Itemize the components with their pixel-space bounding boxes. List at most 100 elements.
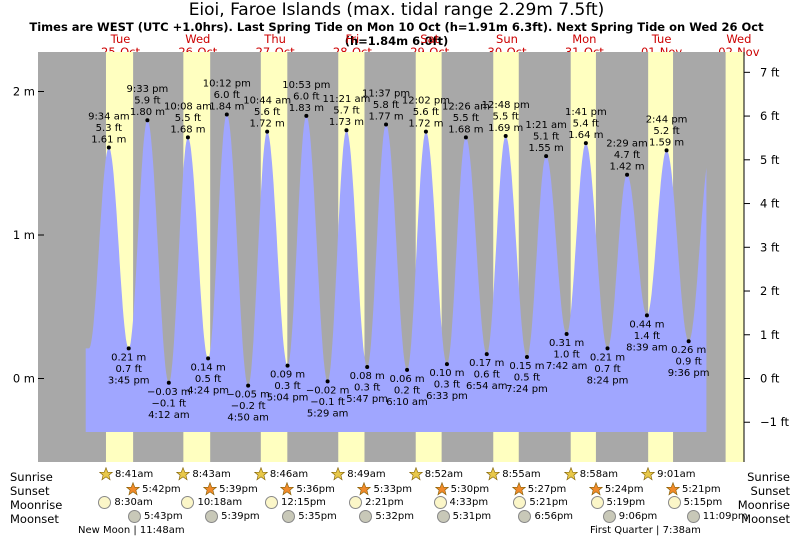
low-tide-label: 0.09 m (270, 370, 305, 381)
axes: 0 m 1 m 2 m −1 ft 0 ft 1 ft 2 ft 3 ft 4 ft 5 ft 6 … (13, 52, 789, 462)
low-tide-label: 0.06 m (389, 374, 424, 385)
moonset-time: 6:56pm (534, 511, 574, 522)
high-tide-label: 1.61 m (91, 134, 126, 145)
high-tide-label: 1.68 m (448, 124, 483, 135)
low-tide-label: 0.17 m (469, 358, 504, 369)
moonset-icon (128, 510, 142, 523)
low-tide-label: 0.21 m (111, 352, 146, 363)
day-of-week: Wed (185, 32, 211, 46)
low-tide-label: 5:04 pm (267, 393, 309, 404)
low-tide-label: 0.2 ft (394, 385, 420, 396)
right-tick-label: 7 ft (760, 65, 780, 79)
sunrise-time: 8:58am (579, 468, 619, 480)
high-tide-point (106, 145, 111, 150)
high-tide-point (583, 141, 588, 146)
low-tide-point (325, 379, 330, 384)
low-tide-label: 0.15 m (509, 361, 544, 372)
low-tide-label: 6:54 am (466, 381, 508, 392)
right-tick-label: 2 ft (760, 284, 780, 298)
low-tide-label: −0.02 m (306, 385, 350, 396)
high-tide-label: 5.2 ft (653, 126, 679, 137)
sunset-icon (280, 481, 295, 496)
tide-markers: 9:34 am5.3 ft1.61 m0.21 m0.7 ft3:45 pm9:… (88, 78, 709, 423)
high-tide-label: 4.7 ft (614, 150, 640, 161)
moon-phase-label: New Moon | 11:48am (78, 525, 185, 536)
sunset-row-label-left: Sunset (10, 484, 50, 498)
sunrise-time: 8:46am (269, 468, 309, 480)
sunrise-icon (98, 466, 114, 481)
low-tide-point (605, 346, 610, 351)
low-tide-label: 0.7 ft (116, 364, 142, 375)
low-tide-point (484, 352, 489, 357)
moonset-event: 5:32pm (359, 510, 414, 523)
sunset-icon (665, 481, 681, 496)
day-of-week: Sat (420, 32, 440, 46)
right-tick-label: 0 ft (760, 372, 780, 386)
sunrise-row-label-left: Sunrise (10, 470, 53, 484)
sunrise-icon (331, 466, 346, 481)
low-tide-label: 0.9 ft (675, 357, 701, 368)
high-tide-label: 1.68 m (170, 124, 205, 135)
sunset-icon (125, 481, 141, 496)
high-tide-label: 10:12 pm (203, 78, 251, 89)
low-tide-label: 4:12 am (148, 410, 190, 421)
day-of-week: Wed (726, 32, 752, 46)
sunset-event: 5:33pm (357, 481, 412, 496)
tide-area-path (85, 114, 707, 432)
high-tide-label: 2:44 pm (646, 114, 688, 125)
low-tide-label: 5:47 pm (346, 394, 388, 405)
low-tide-label: 0.3 ft (274, 381, 300, 392)
moonrise-icon (265, 496, 279, 509)
day-of-week: Tue (651, 32, 672, 46)
moonrise-time: 8:30am (114, 497, 153, 508)
low-tide-label: 0.21 m (590, 352, 625, 363)
moonrise-event: 5:21pm (513, 496, 568, 509)
high-tide-label: 6.0 ft (293, 91, 319, 102)
moonset-event: 6:56pm (518, 510, 573, 523)
right-tick-label: 5 ft (760, 153, 780, 167)
low-tide-label: 1.0 ft (553, 350, 579, 361)
moonset-icon (359, 510, 373, 523)
low-tide-label: 0.44 m (629, 319, 664, 330)
moonrise-time: 5:19pm (606, 497, 646, 508)
high-tide-label: 1:41 pm (565, 107, 607, 118)
high-tide-label: 5.5 ft (453, 113, 479, 124)
moonset-event: 5:43pm (128, 510, 183, 523)
sunrise-icon (176, 466, 191, 481)
moonrise-time: 2:21pm (365, 497, 404, 508)
sunset-icon (202, 481, 218, 496)
high-tide-label: 9:33 pm (127, 84, 169, 95)
low-tide-label: 0.3 ft (354, 383, 380, 394)
low-tide-label: 0.08 m (350, 371, 385, 382)
moonrise-time: 12:15pm (281, 497, 326, 508)
low-tide-label: 0.26 m (671, 345, 706, 356)
moonset-event: 9:06pm (602, 510, 657, 523)
sunset-time: 5:30pm (450, 483, 490, 495)
left-tick-label: 2 m (13, 85, 35, 99)
sunrise-event: 8:46am (253, 466, 309, 481)
high-tide-label: 10:44 am (243, 96, 291, 107)
high-tide-label: 1.83 m (289, 103, 324, 114)
moonrise-event: 2:21pm (349, 496, 404, 509)
high-tide-label: 10:53 pm (282, 80, 330, 91)
sunrise-event: 9:01am (640, 466, 696, 481)
sunset-event: 5:27pm (511, 481, 566, 496)
sunrise-event: 8:55am (486, 466, 541, 481)
high-tide-label: 1.80 m (130, 107, 165, 118)
low-tide-label: 0.7 ft (594, 364, 620, 375)
low-tide-label: 0.5 ft (195, 374, 221, 385)
high-tide-label: 1.42 m (609, 162, 644, 173)
moonrise-icon (98, 496, 112, 509)
sunrise-time: 9:01am (657, 468, 696, 480)
sunset-time: 5:36pm (296, 483, 335, 495)
moonrise-icon (513, 496, 527, 509)
sunrise-icon (563, 466, 578, 481)
high-tide-label: 1.69 m (488, 123, 523, 134)
moonset-event: 5:39pm (205, 510, 260, 523)
sunset-icon (511, 481, 526, 496)
moonset-icon (602, 510, 616, 523)
high-tide-label: 1.64 m (568, 130, 603, 141)
day-of-week: Mon (572, 32, 597, 46)
high-tide-label: 5.5 ft (493, 111, 519, 122)
low-tide-label: 3:45 pm (108, 375, 150, 386)
